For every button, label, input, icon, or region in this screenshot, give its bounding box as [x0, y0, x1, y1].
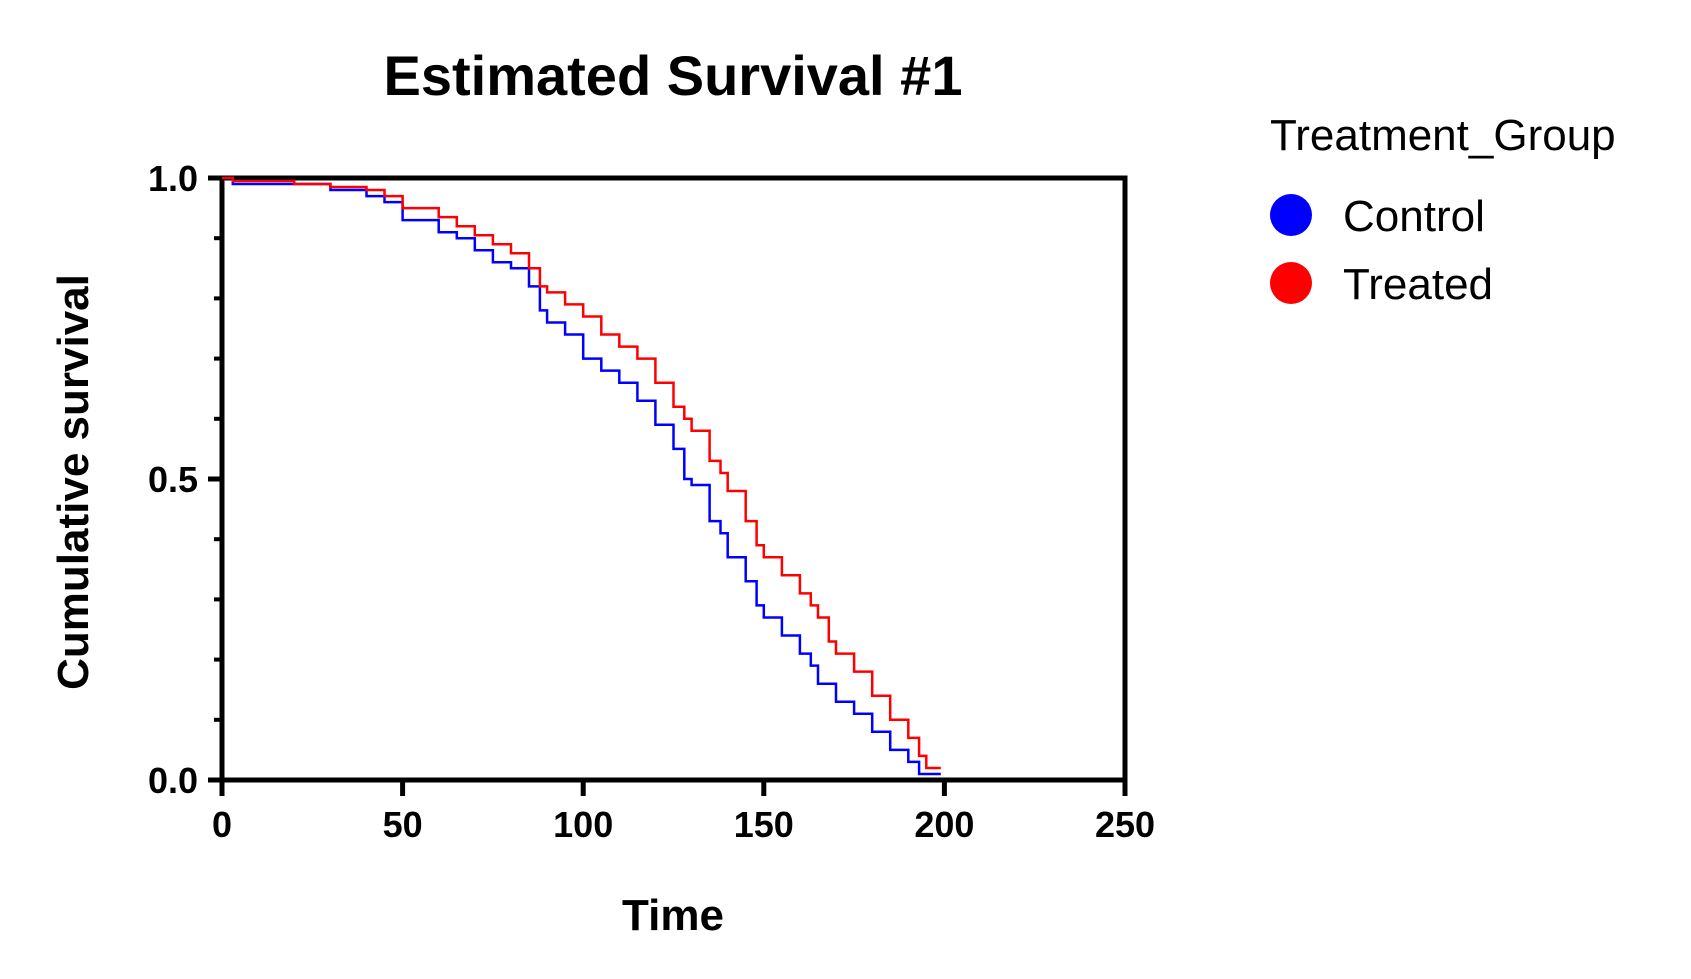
legend-entries: Control Treated	[1270, 192, 1493, 309]
y-tick-label: 0.5	[148, 459, 198, 500]
plot-area: 0.0 0.5 1.0 0 50 100 150 200 250	[148, 158, 1155, 845]
legend-label-control: Control	[1343, 192, 1485, 241]
x-axis-label: Time	[622, 891, 724, 940]
x-tick-label: 0	[212, 804, 232, 845]
legend-label-treated: Treated	[1343, 260, 1493, 309]
y-tick-label: 0.0	[148, 760, 198, 801]
x-tick-label: 150	[734, 804, 794, 845]
series-line-control	[222, 176, 941, 776]
series-line-treated	[222, 176, 941, 770]
y-axis-label: Cumulative survival	[49, 274, 98, 690]
legend-marker-control	[1270, 194, 1312, 236]
x-tick-label: 250	[1095, 804, 1155, 845]
legend-title: Treatment_Group	[1270, 111, 1616, 160]
chart-title: Estimated Survival #1	[384, 44, 963, 107]
x-tick-label: 100	[553, 804, 613, 845]
legend-marker-treated	[1270, 262, 1312, 304]
x-tick-label: 50	[383, 804, 423, 845]
legend: Treatment_Group Control Treated	[1270, 111, 1616, 309]
y-tick-label: 1.0	[148, 158, 198, 199]
x-tick-label: 200	[914, 804, 974, 845]
plot-frame	[219, 175, 1128, 783]
